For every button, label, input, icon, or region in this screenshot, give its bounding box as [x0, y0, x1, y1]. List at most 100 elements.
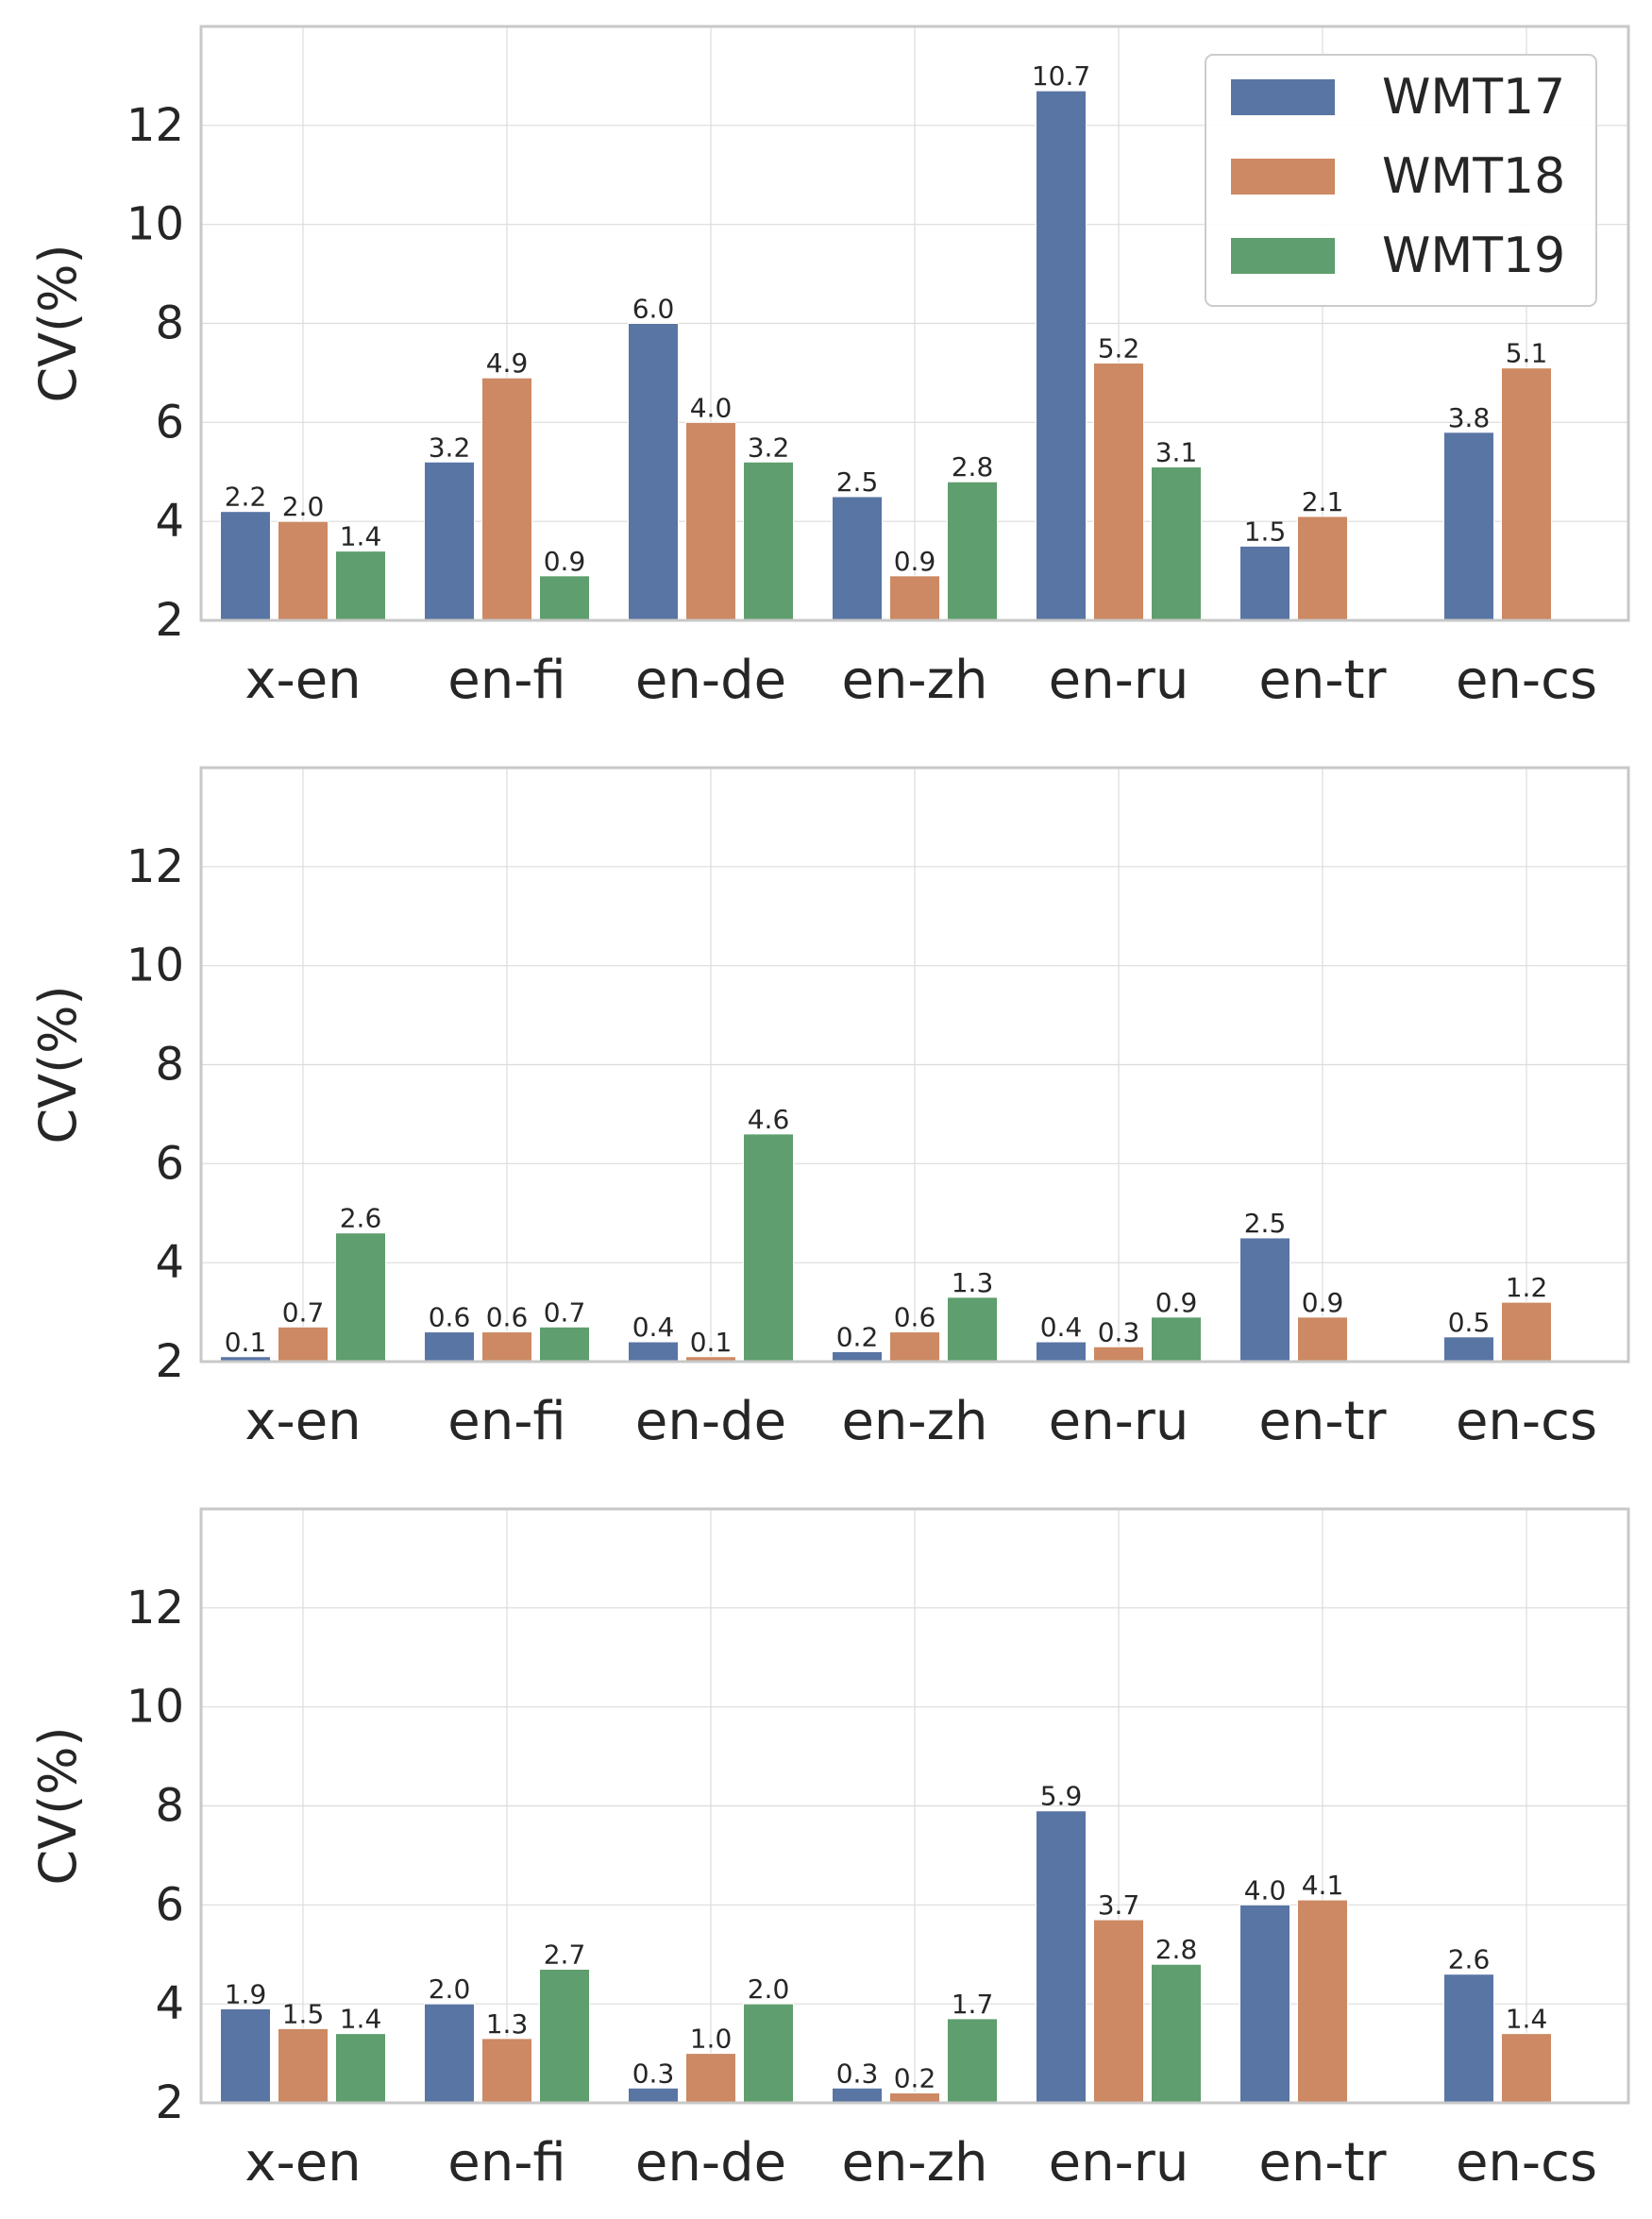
- bar-wmt18-en-cs: [1501, 367, 1552, 621]
- y-tick-label: 6: [155, 1878, 184, 1931]
- bar-wmt17-en-ru: [1036, 90, 1087, 621]
- bar-wmt18-en-zh: [889, 2092, 940, 2104]
- data-label: 1.5: [282, 1998, 325, 2029]
- y-axis-label: CV(%): [28, 985, 88, 1143]
- y-tick-label: 4: [155, 1977, 184, 2030]
- data-label: 0.4: [632, 1312, 675, 1343]
- data-label: 2.5: [1244, 1208, 1287, 1239]
- x-tick-label: en-tr: [1258, 2132, 1387, 2194]
- data-label: 0.5: [1448, 1307, 1491, 1338]
- bar-wmt18-en-fi: [481, 1331, 532, 1363]
- plot-frame: [199, 766, 1630, 1364]
- bar-wmt17-en-fi: [424, 2003, 475, 2104]
- x-tick-label: en-fi: [447, 1391, 565, 1452]
- bar-wmt19-en-fi: [539, 1968, 590, 2104]
- data-label: 1.4: [340, 2004, 382, 2035]
- legend-label-wmt18: WMT18: [1382, 148, 1565, 205]
- data-label: 2.8: [952, 451, 994, 483]
- bar-wmt17-en-cs: [1443, 1336, 1494, 1363]
- x-tick-label: en-ru: [1049, 2132, 1189, 2194]
- bar-wmt17-en-fi: [424, 461, 475, 621]
- series-wmt18: 0.7 0.6 0.1 0.6 0.3 0.9 1.2: [278, 1272, 1552, 1363]
- bar-wmt17-en-de: [628, 2087, 679, 2104]
- bar-wmt17-en-de: [628, 1341, 679, 1363]
- data-label: 4.0: [1244, 1874, 1287, 1906]
- x-tick-label: en-tr: [1258, 650, 1387, 711]
- bar-wmt18-en-cs: [1501, 1301, 1552, 1363]
- y-tick-label: 8: [155, 1780, 184, 1833]
- bar-wmt18-en-ru: [1093, 1919, 1144, 2104]
- y-axis-label: CV(%): [28, 244, 88, 402]
- bar-wmt17-en-zh: [832, 1351, 883, 1363]
- data-label: 4.9: [486, 347, 529, 379]
- data-label: 2.2: [225, 482, 267, 513]
- data-label: 0.7: [282, 1296, 325, 1328]
- data-label: 0.9: [894, 546, 936, 577]
- y-tick-label: 8: [155, 1039, 184, 1092]
- bar-wmt18-en-tr: [1297, 516, 1348, 621]
- y-tick-label: 10: [126, 1681, 184, 1734]
- data-label: 0.9: [1155, 1287, 1198, 1318]
- data-label: 0.6: [429, 1302, 471, 1333]
- bar-wmt19-x-en: [335, 551, 386, 621]
- bar-wmt19-en-zh: [947, 1296, 998, 1363]
- data-label: 2.1: [1302, 486, 1344, 517]
- data-label: 2.8: [1155, 1934, 1198, 1965]
- data-label: 2.0: [748, 1973, 790, 2005]
- legend-swatch-wmt19: [1231, 238, 1335, 274]
- data-label: 4.0: [690, 392, 733, 423]
- bar-wmt18-en-zh: [889, 575, 940, 621]
- data-label: 5.1: [1506, 338, 1548, 369]
- data-label: 0.3: [632, 2058, 675, 2089]
- x-tick-label: en-cs: [1456, 1391, 1597, 1452]
- bar-wmt19-en-ru: [1151, 466, 1202, 621]
- y-tick-label: 8: [155, 297, 184, 350]
- series-wmt19: 1.4 2.7 2.0 1.7 2.8: [335, 1934, 1202, 2104]
- bar-wmt19-en-de: [743, 1133, 794, 1363]
- series-wmt17: 0.1 0.6 0.4 0.2 0.4 2.5 0.5: [220, 1208, 1494, 1363]
- data-label: 1.3: [952, 1267, 994, 1298]
- y-tick-label: 12: [126, 1582, 184, 1635]
- x-tick-label: en-ru: [1049, 650, 1189, 711]
- data-label: 5.9: [1040, 1781, 1083, 1812]
- bar-wmt18-x-en: [278, 2027, 329, 2104]
- bar-wmt19-en-fi: [539, 575, 590, 621]
- data-label: 2.5: [836, 466, 879, 498]
- data-label: 1.0: [690, 2024, 733, 2055]
- bar-wmt18-x-en: [278, 520, 329, 621]
- x-tick-label: en-de: [635, 650, 786, 711]
- bar-wmt19-en-zh: [947, 481, 998, 621]
- data-label: 0.1: [690, 1327, 733, 1358]
- bar-wmt17-en-cs: [1443, 432, 1494, 621]
- series-wmt19: 1.4 0.9 3.2 2.8 3.1: [335, 432, 1202, 621]
- series-wmt17: 2.2 3.2 6.0 2.5 10.7 1.5 3.8: [220, 60, 1494, 621]
- bar-wmt18-en-tr: [1297, 1316, 1348, 1363]
- data-label: 4.6: [748, 1104, 790, 1135]
- data-label: 1.4: [340, 521, 382, 552]
- data-label: 10.7: [1032, 60, 1090, 92]
- bar-wmt19-en-ru: [1151, 1316, 1202, 1363]
- x-tick-label: x-en: [244, 2132, 361, 2194]
- x-tick-label: en-fi: [447, 650, 565, 711]
- bar-wmt19-en-ru: [1151, 1963, 1202, 2104]
- data-label: 1.5: [1244, 516, 1287, 547]
- y-tick-label: 10: [126, 940, 184, 992]
- data-label: 2.0: [429, 1973, 471, 2005]
- data-label: 1.2: [1506, 1272, 1548, 1303]
- data-label: 3.7: [1098, 1889, 1140, 1921]
- bar-wmt18-en-fi: [481, 2038, 532, 2104]
- data-label: 0.6: [486, 1302, 529, 1333]
- x-tick-label: en-zh: [841, 650, 987, 711]
- bar-wmt17-en-zh: [832, 496, 883, 621]
- data-label: 3.1: [1155, 437, 1198, 468]
- data-label: 0.1: [225, 1327, 267, 1358]
- chart-panel-1: 2.2 3.2 6.0 2.5 10.7 1.5 3.8 2.0 4.9 4.0 0.9 5.2 2.1…: [28, 25, 1630, 711]
- y-tick-label: 4: [155, 495, 184, 548]
- plot-frame: [199, 25, 1630, 622]
- y-tick-label: 4: [155, 1236, 184, 1289]
- plot-frame: [199, 1507, 1630, 2105]
- y-tick-label: 10: [126, 198, 184, 251]
- bar-wmt18-en-de: [685, 421, 736, 621]
- bar-wmt19-en-de: [743, 461, 794, 621]
- x-tick-label: en-tr: [1258, 1391, 1387, 1452]
